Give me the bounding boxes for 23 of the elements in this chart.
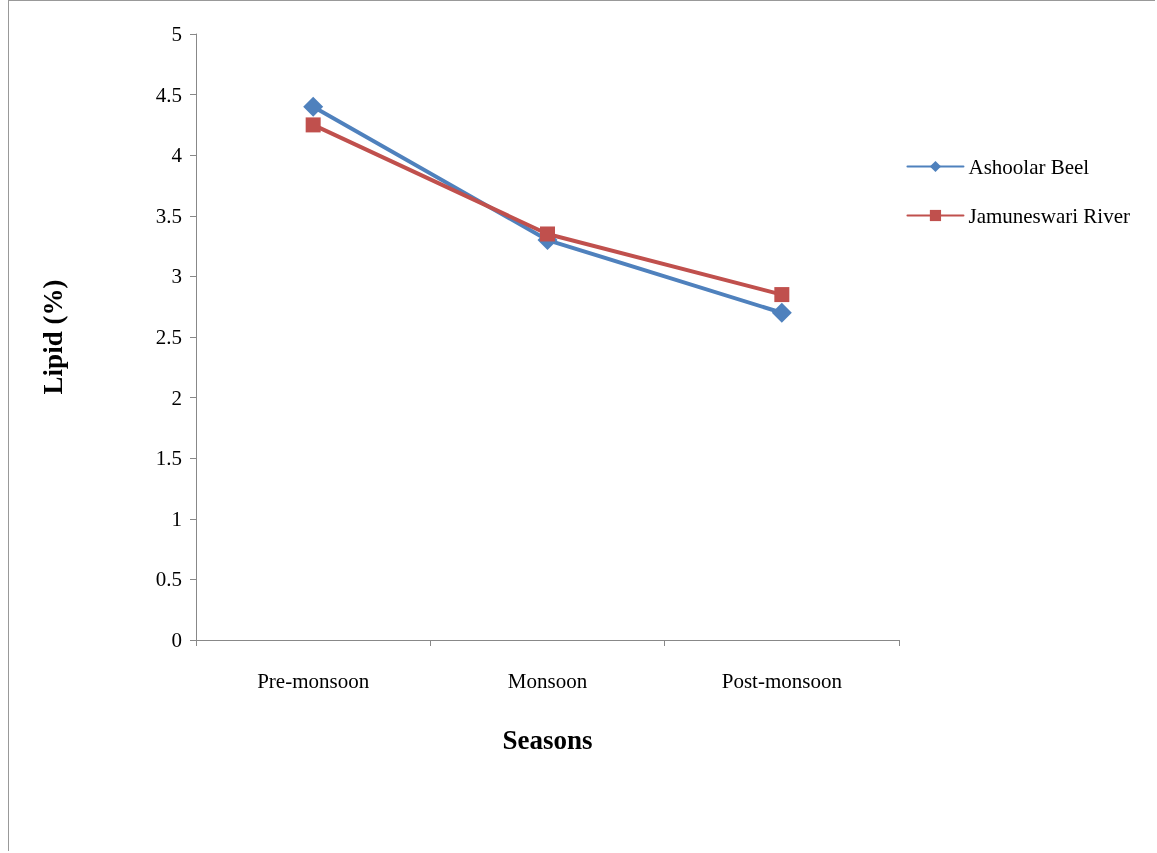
y-tick-label: 4 xyxy=(171,143,183,168)
x-axis-title: Seasons xyxy=(502,724,593,755)
y-tick-label: 1 xyxy=(171,506,182,531)
y-tick-label: 2 xyxy=(171,385,182,410)
legend-label: Ashoolar Beel xyxy=(968,154,1090,179)
y-axis-title: Lipid (%) xyxy=(37,279,68,395)
legend-label: Jamuneswari River xyxy=(968,203,1131,228)
y-tick-label: 3 xyxy=(171,264,182,289)
point xyxy=(303,96,324,117)
point xyxy=(305,117,321,133)
x-tick-label: Post-monsoon xyxy=(721,668,843,693)
y-tick-label: 0.5 xyxy=(155,567,182,592)
point xyxy=(774,287,790,303)
point xyxy=(771,302,792,323)
y-tick-label: 5 xyxy=(171,22,182,46)
y-tick-label: 4.5 xyxy=(155,82,182,107)
point xyxy=(540,226,555,242)
x-tick-label: Pre-monsoon xyxy=(257,668,370,693)
x-tick-label: Monsoon xyxy=(507,668,588,693)
y-tick-label: 0 xyxy=(171,628,182,652)
y-tick-label: 2.5 xyxy=(155,325,182,349)
y-tick-label: 1.5 xyxy=(155,446,182,471)
y-tick-label: 3.5 xyxy=(155,203,182,228)
